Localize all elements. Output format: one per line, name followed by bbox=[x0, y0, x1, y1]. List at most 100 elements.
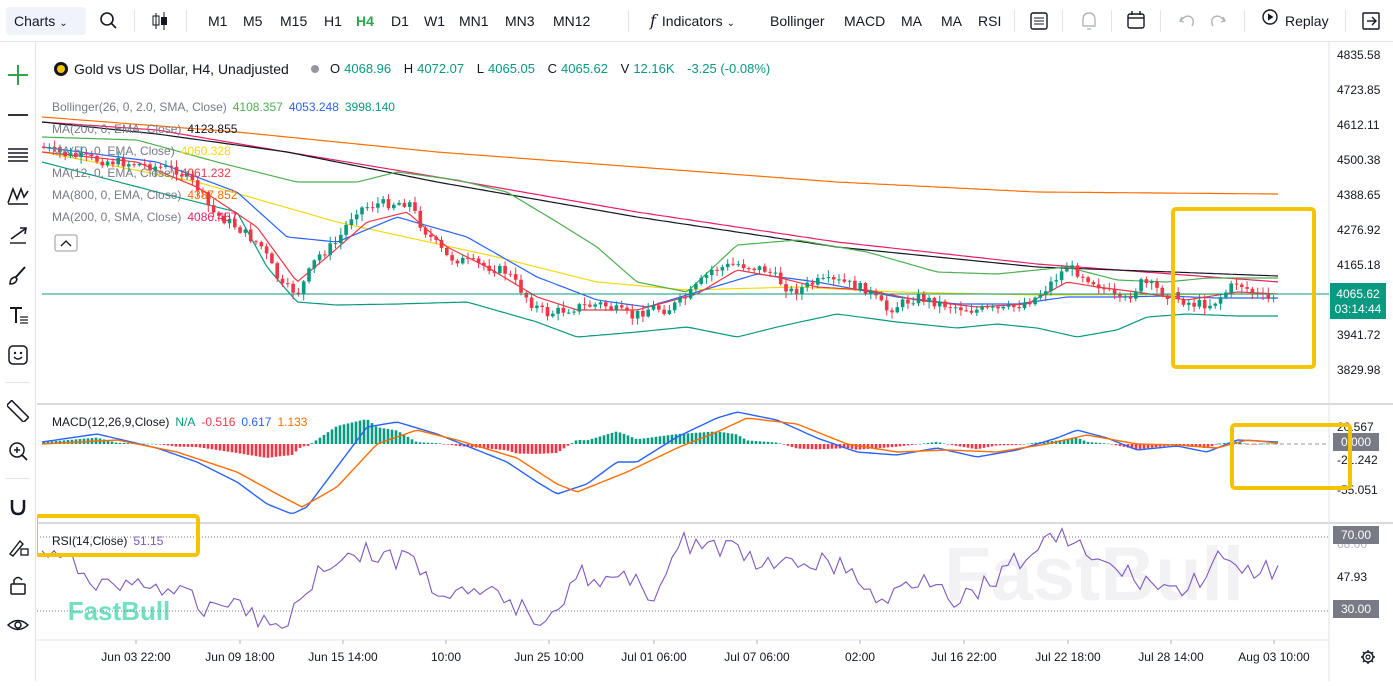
ma-button-2[interactable]: MA bbox=[941, 13, 962, 29]
macd-histogram-bar bbox=[822, 444, 826, 450]
search-icon[interactable] bbox=[98, 0, 118, 42]
chart-area[interactable]: FastBull FastBull Gold vs US Dollar, H4,… bbox=[34, 42, 1393, 681]
emoji-icon[interactable] bbox=[5, 342, 31, 368]
macd-button[interactable]: MACD bbox=[844, 13, 886, 29]
macd-histogram-bar bbox=[514, 444, 518, 454]
collapse-legend-button[interactable] bbox=[54, 234, 78, 252]
macd-histogram-bar bbox=[378, 427, 382, 444]
macd-histogram-bar bbox=[1066, 438, 1070, 444]
timeframe-mn12[interactable]: MN12 bbox=[553, 13, 591, 29]
candle-body bbox=[953, 307, 958, 309]
candle-body bbox=[1091, 282, 1096, 285]
timeframe-w1[interactable]: W1 bbox=[424, 13, 445, 29]
macd-histogram-bar bbox=[694, 432, 698, 444]
timeframe-m15[interactable]: M15 bbox=[280, 13, 308, 29]
brush-icon[interactable] bbox=[5, 262, 31, 288]
macd-histogram-bar bbox=[366, 419, 370, 444]
projection-icon[interactable] bbox=[5, 222, 31, 248]
macd-histogram-bar bbox=[578, 439, 582, 444]
charts-menu-button[interactable]: Charts ⌄ bbox=[6, 7, 86, 35]
redo-icon[interactable] bbox=[1208, 0, 1228, 42]
exit-fullscreen-icon[interactable] bbox=[1361, 0, 1383, 42]
price-axis-label: 4835.58 bbox=[1337, 48, 1381, 62]
candle-body bbox=[551, 313, 555, 317]
candle-body bbox=[847, 280, 852, 282]
macd-histogram-bar bbox=[982, 444, 986, 448]
macd-histogram-bar bbox=[442, 444, 446, 445]
timeframe-m1[interactable]: M1 bbox=[208, 13, 228, 29]
timeframe-h1[interactable]: H1 bbox=[324, 13, 342, 29]
timeframe-d1[interactable]: D1 bbox=[391, 13, 409, 29]
macd-histogram-bar bbox=[1198, 444, 1202, 448]
timeframe-mn3[interactable]: MN3 bbox=[505, 13, 535, 29]
candle-body bbox=[1102, 288, 1106, 290]
timeframe-h4[interactable]: H4 bbox=[356, 13, 374, 29]
macd-histogram-bar bbox=[618, 432, 622, 444]
candle-body bbox=[879, 295, 884, 301]
macd-histogram-bar bbox=[542, 444, 546, 454]
lock-icon[interactable] bbox=[5, 572, 31, 598]
magnet-icon[interactable] bbox=[5, 493, 31, 519]
candle-body bbox=[376, 203, 380, 208]
macd-histogram-bar bbox=[738, 436, 742, 444]
timeframe-mn1[interactable]: MN1 bbox=[459, 13, 489, 29]
text-tool-icon[interactable] bbox=[5, 302, 31, 328]
settings-icon[interactable] bbox=[1361, 650, 1375, 664]
candle-body bbox=[158, 166, 163, 168]
candle-body bbox=[646, 309, 650, 317]
macd-histogram-bar bbox=[606, 434, 610, 444]
candle-body bbox=[635, 310, 640, 319]
macd-histogram-bar bbox=[238, 444, 242, 454]
candle-body bbox=[895, 307, 900, 313]
candle-body bbox=[339, 234, 343, 244]
calendar-icon[interactable] bbox=[1126, 0, 1148, 42]
macd-histogram-bar bbox=[986, 444, 990, 448]
macd-histogram-bar bbox=[330, 429, 334, 444]
candle-body bbox=[47, 146, 52, 148]
ma-button[interactable]: MA bbox=[901, 13, 922, 29]
bollinger-button[interactable]: Bollinger bbox=[770, 13, 825, 29]
macd-histogram-bar bbox=[534, 444, 538, 454]
zoom-in-icon[interactable] bbox=[5, 438, 31, 464]
candle-body bbox=[127, 164, 131, 167]
macd-histogram-bar bbox=[498, 444, 502, 450]
eye-icon[interactable] bbox=[5, 612, 31, 638]
ruler-icon[interactable] bbox=[5, 398, 31, 424]
alert-icon[interactable] bbox=[1079, 0, 1099, 42]
macd-histogram-bar bbox=[326, 432, 330, 444]
candle-body bbox=[466, 257, 470, 259]
candle-body bbox=[402, 202, 407, 207]
replay-button[interactable]: Replay bbox=[1260, 0, 1329, 42]
macd-histogram-bar bbox=[598, 436, 602, 444]
lock-pen-icon[interactable] bbox=[5, 533, 31, 559]
crosshair-icon[interactable] bbox=[5, 62, 31, 88]
macd-histogram-bar bbox=[918, 443, 922, 445]
timeframe-m5[interactable]: M5 bbox=[243, 13, 263, 29]
candle-body bbox=[434, 236, 438, 240]
macd-histogram-bar bbox=[1254, 444, 1258, 445]
candle-body bbox=[1075, 265, 1080, 277]
price-axis-label: 3941.72 bbox=[1337, 328, 1381, 342]
macd-histogram-bar bbox=[622, 433, 626, 444]
macd-histogram-bar bbox=[1154, 444, 1158, 448]
time-axis-label: Jun 03 22:00 bbox=[101, 650, 171, 664]
candle-type-icon[interactable] bbox=[150, 0, 170, 42]
candle-body bbox=[1234, 283, 1239, 285]
macd-histogram-bar bbox=[486, 444, 490, 449]
macd-histogram-bar bbox=[754, 441, 758, 444]
macd-histogram-bar bbox=[818, 444, 822, 450]
candle-body bbox=[641, 310, 645, 317]
indicators-button[interactable]: f Indicators ⌄ bbox=[650, 0, 735, 42]
macd-histogram-bar bbox=[946, 444, 950, 445]
candle-body bbox=[195, 180, 200, 191]
pattern-icon[interactable] bbox=[5, 182, 31, 208]
horizontal-lines-icon[interactable] bbox=[5, 142, 31, 168]
macd-histogram-bar bbox=[810, 444, 814, 450]
rsi-button[interactable]: RSI bbox=[978, 13, 1002, 29]
highlight-box-price bbox=[1171, 207, 1316, 369]
macd-histogram-bar bbox=[1046, 441, 1050, 444]
chart-svg[interactable]: FastBull FastBull Gold vs US Dollar, H4,… bbox=[34, 42, 1393, 681]
undo-icon[interactable] bbox=[1177, 0, 1197, 42]
trend-line-icon[interactable] bbox=[5, 102, 31, 128]
template-icon[interactable] bbox=[1029, 0, 1049, 42]
